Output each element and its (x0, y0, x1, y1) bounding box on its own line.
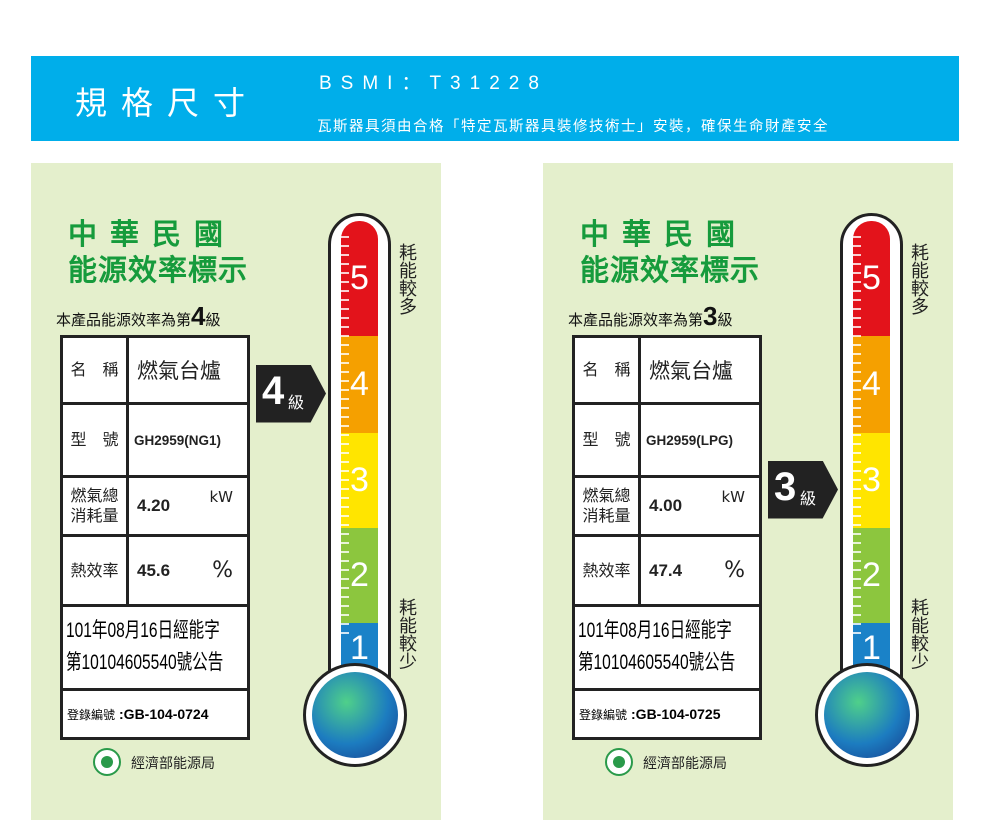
label-title-country: 中華民國 (68, 217, 237, 251)
name-value: 燃氣台爐 (137, 359, 221, 383)
row-registration: 登錄編號:GB-104-0724 (63, 691, 247, 737)
approval-text: 101年08月16日經能字 第10104605540號公告 (575, 607, 759, 691)
installation-notice: 瓦斯器具須由合格「特定瓦斯器具裝修技術士」安裝，確保生命財產安全 (317, 119, 829, 135)
label-title-country: 中華民國 (580, 217, 749, 251)
name-label: 名 稱 (575, 338, 641, 402)
gas-unit: kW (721, 488, 745, 506)
gas-label: 燃氣總 消耗量 (63, 478, 129, 534)
row-gas: 燃氣總 消耗量 4.20 kW (63, 478, 247, 537)
registration-number: :GB-104-0724 (119, 706, 209, 722)
globe-icon (815, 663, 919, 767)
grade-suffix: 級 (717, 311, 733, 329)
scale-ticks (853, 236, 861, 636)
registration-number: :GB-104-0725 (631, 706, 721, 722)
header-banner: 規格尺寸 BSMI：T31228 瓦斯器具須由合格「特定瓦斯器具裝修技術士」安裝… (31, 56, 959, 141)
gas-label-line2: 消耗量 (70, 506, 119, 525)
efficiency-label: 熱效率 (63, 537, 129, 604)
bsmi-number: BSMI：T31228 (319, 73, 548, 94)
globe-icon (303, 663, 407, 767)
registration-label: 登錄編號 (579, 707, 628, 722)
grade-number: 3 (703, 301, 718, 331)
gas-value: 4.00 (649, 496, 683, 515)
efficiency-unit: % (212, 558, 233, 583)
more-energy-text: 耗能較多 (908, 243, 929, 315)
row-name: 名 稱燃氣台爐 (63, 338, 247, 405)
approval-line1: 101年08月16日經能字 (578, 619, 732, 642)
arrow-grade-unit: 級 (288, 394, 305, 412)
less-energy-text: 耗能較少 (908, 598, 929, 670)
model-label: 型 號 (63, 405, 129, 475)
efficiency-unit: % (724, 558, 745, 583)
grade-statement: 本產品能源效率為第3級 (568, 301, 733, 332)
approval-line2: 第10104605540號公告 (66, 651, 224, 674)
spec-table: 名 稱燃氣台爐 型 號 GH2959(NG1) 燃氣總 消耗量 4.20 kW 熱效率 4… (60, 335, 250, 740)
name-label: 名 稱 (63, 338, 129, 402)
scale-ticks (341, 236, 349, 636)
grade-suffix: 級 (205, 311, 221, 329)
model-label: 型 號 (575, 405, 641, 475)
arrow-grade-number: 4 (262, 368, 285, 413)
energy-label: 中華民國 能源效率標示 本產品能源效率為第4級 名 稱燃氣台爐 型 號 GH295… (31, 163, 441, 820)
gas-unit: kW (209, 488, 233, 506)
efficiency-value: 45.6 (137, 560, 171, 580)
approval-line2: 第10104605540號公告 (578, 651, 736, 674)
energy-bureau-logo-icon (93, 748, 121, 776)
row-model: 型 號 GH2959(LPG) (575, 405, 759, 478)
grade-statement: 本產品能源效率為第4級 (56, 301, 221, 332)
label-title: 能源效率標示 (580, 253, 761, 287)
gas-label-line1: 燃氣總 (70, 486, 119, 505)
grade-prefix: 本產品能源效率為第 (568, 311, 704, 329)
more-energy-text: 耗能較多 (396, 243, 417, 315)
energy-bureau-logo-icon (605, 748, 633, 776)
row-efficiency: 熱效率 45.6% (63, 537, 247, 607)
name-value: 燃氣台爐 (649, 359, 733, 383)
label-title: 能源效率標示 (68, 253, 249, 287)
row-model: 型 號 GH2959(NG1) (63, 405, 247, 478)
model-value: GH2959(LPG) (646, 432, 734, 448)
registration-label: 登錄編號 (67, 707, 116, 722)
gas-label: 燃氣總 消耗量 (575, 478, 641, 534)
grade-prefix: 本產品能源效率為第 (56, 311, 192, 329)
approval-text: 101年08月16日經能字 第10104605540號公告 (63, 607, 247, 691)
less-energy-text: 耗能較少 (396, 598, 417, 670)
row-registration: 登錄編號:GB-104-0725 (575, 691, 759, 737)
efficiency-value: 47.4 (649, 560, 683, 580)
arrow-grade-number: 3 (774, 464, 797, 509)
row-gas: 燃氣總 消耗量 4.00 kW (575, 478, 759, 537)
gas-label-line2: 消耗量 (582, 506, 631, 525)
arrow-grade-unit: 級 (800, 490, 817, 508)
agency-name: 經濟部能源局 (643, 756, 727, 772)
spec-table: 名 稱燃氣台爐 型 號 GH2959(LPG) 燃氣總 消耗量 4.00 kW 熱效率 4… (572, 335, 762, 740)
model-value: GH2959(NG1) (134, 432, 222, 448)
row-efficiency: 熱效率 47.4% (575, 537, 759, 607)
efficiency-label: 熱效率 (575, 537, 641, 604)
gas-value: 4.20 (137, 496, 171, 515)
energy-label: 中華民國 能源效率標示 本產品能源效率為第3級 名 稱燃氣台爐 型 號 GH295… (543, 163, 953, 820)
gas-label-line1: 燃氣總 (582, 486, 631, 505)
section-title: 規格尺寸 (75, 84, 260, 122)
grade-number: 4 (191, 301, 206, 331)
approval-line1: 101年08月16日經能字 (66, 619, 220, 642)
agency-name: 經濟部能源局 (131, 756, 215, 772)
row-name: 名 稱燃氣台爐 (575, 338, 759, 405)
